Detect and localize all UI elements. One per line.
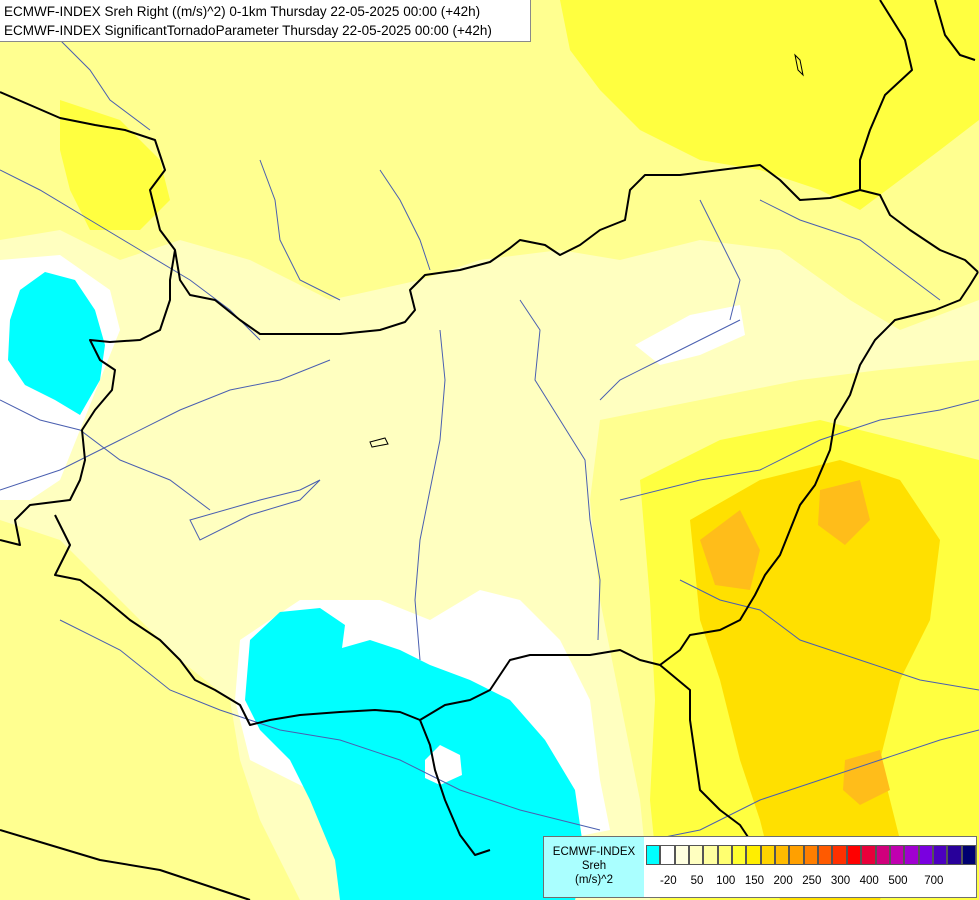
legend-swatch xyxy=(660,845,675,865)
river-network xyxy=(0,39,979,841)
sreh-orange-core-2 xyxy=(818,480,870,545)
legend-swatch xyxy=(703,845,718,865)
legend-swatch xyxy=(875,845,890,865)
legend-swatch xyxy=(918,845,933,865)
legend-label-line2: Sreh xyxy=(581,860,607,872)
legend-swatch xyxy=(832,845,847,865)
legend-swatch xyxy=(803,845,819,865)
legend-swatch xyxy=(861,845,876,865)
legend-swatch xyxy=(904,845,919,865)
legend-swatch xyxy=(789,845,804,865)
legend-tick-label: 400 xyxy=(859,875,879,887)
lake-outline-2 xyxy=(794,53,804,77)
sreh-white-hole-in-cyan xyxy=(425,745,462,785)
map-title-box: ECMWF-INDEX Sreh Right ((m/s)^2) 0-1km T… xyxy=(0,0,531,42)
sreh-orange-core-1 xyxy=(700,510,760,590)
legend-swatch xyxy=(760,845,776,865)
legend-ticks: -20 50 100 150 200 250 300 400 500 700 xyxy=(646,875,976,891)
legend-swatch xyxy=(947,845,962,865)
legend-swatch xyxy=(674,845,690,865)
sreh-white-area-east xyxy=(635,305,745,365)
legend-swatch xyxy=(732,845,747,865)
legend-tick-label: 50 xyxy=(690,875,704,887)
sreh-cyan-area-south xyxy=(245,608,585,900)
sreh-yellow-area-northwest xyxy=(60,100,170,230)
color-legend: ECMWF-INDEX Sreh (m/s)^2 -20 50 100 150 200 2… xyxy=(543,836,977,898)
legend-swatch xyxy=(775,845,790,865)
legend-tick-label: 100 xyxy=(716,875,736,887)
legend-tick-label: 200 xyxy=(773,875,793,887)
legend-label-line3: (m/s)^2 xyxy=(575,874,613,886)
title-line-sreh: ECMWF-INDEX Sreh Right ((m/s)^2) 0-1km T… xyxy=(4,4,481,19)
title-line-stp: ECMWF-INDEX SignificantTornadoParameter … xyxy=(4,23,492,38)
legend-tick-label: 700 xyxy=(924,875,944,887)
legend-tick-label: -20 xyxy=(660,875,677,887)
legend-swatch xyxy=(818,845,833,865)
legend-swatch xyxy=(746,845,761,865)
sreh-light-yellow-area-southwest xyxy=(0,520,300,900)
sreh-cyan-area-west xyxy=(8,272,105,415)
sreh-orange-core-3 xyxy=(843,750,890,805)
legend-label: ECMWF-INDEX Sreh (m/s)^2 xyxy=(544,837,644,897)
legend-tick-label: 500 xyxy=(888,875,908,887)
legend-swatch xyxy=(646,845,661,865)
legend-swatch xyxy=(961,845,976,865)
legend-tick-label: 300 xyxy=(830,875,851,887)
legend-swatch xyxy=(689,845,704,865)
legend-tick-label: 150 xyxy=(744,875,765,887)
lake-outline-1 xyxy=(369,437,389,448)
legend-label-line1: ECMWF-INDEX xyxy=(552,846,636,858)
legend-swatch xyxy=(889,845,905,865)
sreh-yellow-area-north xyxy=(560,0,979,210)
legend-swatch xyxy=(932,845,948,865)
legend-tick-label: 250 xyxy=(802,875,822,887)
legend-swatch xyxy=(846,845,862,865)
legend-swatches xyxy=(646,845,976,865)
legend-swatch xyxy=(717,845,733,865)
